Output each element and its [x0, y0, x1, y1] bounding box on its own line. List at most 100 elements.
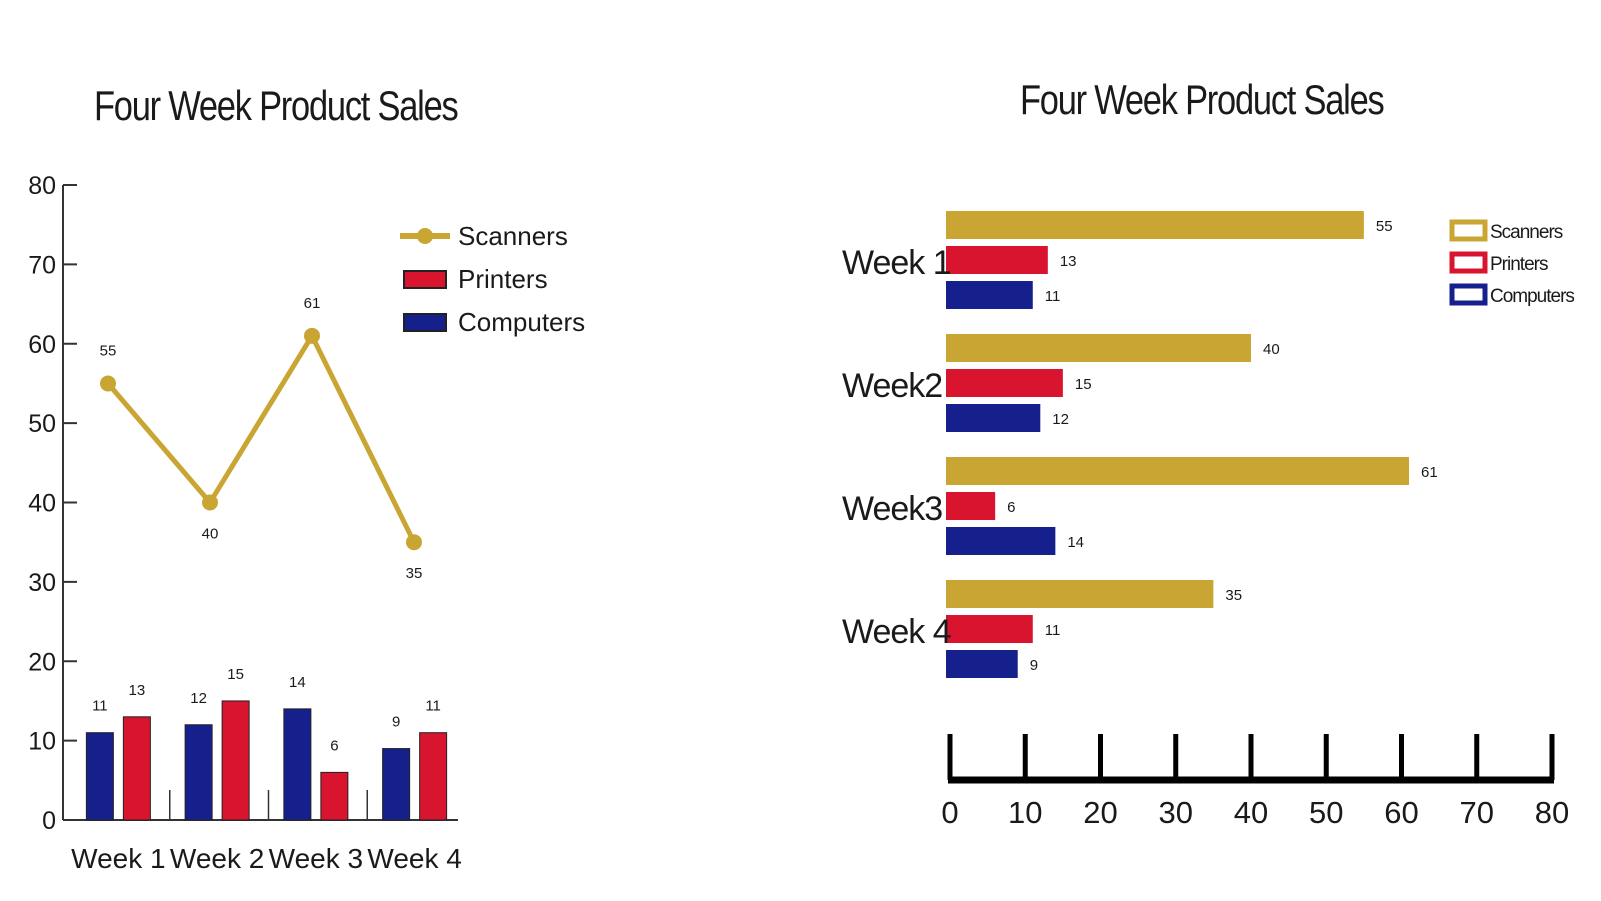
legend-computers-swatch	[1449, 283, 1488, 306]
printers-data-label: 6	[1007, 499, 1015, 516]
printers-data-label: 13	[129, 682, 146, 699]
left-legend: Scanners Printers Computers	[400, 221, 585, 337]
printers-bar	[122, 716, 151, 821]
right-x-tick-label: 80	[1535, 795, 1569, 830]
legend-printers-label: Printers	[1490, 254, 1548, 275]
scanners-data-label: 55	[1376, 218, 1393, 235]
left-y-tick-label: 20	[28, 648, 56, 676]
right-x-tick-label: 10	[1008, 795, 1042, 830]
right-chart-title: Four Week Product Sales	[1020, 76, 1385, 123]
printers-data-label: 15	[227, 666, 244, 683]
right-x-tick-label: 40	[1234, 795, 1268, 830]
right-category-label: Week 1	[842, 244, 951, 282]
computers-data-label: 9	[392, 714, 400, 731]
legend-scanners-swatch	[1449, 219, 1488, 242]
scanners-point	[100, 375, 116, 392]
printers-bar	[221, 700, 250, 821]
computers-data-label: 9	[1030, 657, 1038, 674]
computers-bar	[184, 724, 213, 821]
left-category-label: Week 3	[269, 843, 363, 874]
printers-data-label: 13	[1060, 253, 1077, 270]
right-x-tick-label: 30	[1159, 795, 1193, 830]
computers-hbar	[946, 404, 1041, 432]
printers-bar	[419, 732, 448, 821]
right-x-tick-label: 0	[941, 795, 958, 830]
printers-data-label: 15	[1075, 376, 1092, 393]
right-legend: Scanners Printers Computers	[1449, 219, 1575, 307]
computers-data-label: 14	[1067, 534, 1084, 551]
left-y-tick-label: 40	[28, 490, 56, 518]
printers-bar	[320, 771, 349, 821]
computers-hbar	[946, 650, 1018, 678]
printers-hbar	[946, 369, 1063, 397]
left-y-tick-label: 30	[28, 569, 56, 597]
legend-scanners-marker	[417, 228, 433, 244]
computers-data-label: 11	[92, 698, 108, 715]
right-x-tick-label: 50	[1309, 795, 1343, 830]
computers-bar	[85, 732, 114, 821]
printers-data-label: 6	[330, 737, 338, 754]
left-y-tick-label: 0	[42, 807, 56, 835]
right-x-tick-label: 20	[1083, 795, 1117, 830]
legend-scanners-label: Scanners	[1490, 222, 1563, 243]
scanners-point	[406, 534, 422, 551]
right-category-label: Week 4	[842, 613, 951, 651]
computers-bar	[382, 748, 411, 821]
computers-data-label: 14	[289, 674, 306, 691]
computers-data-label: 11	[1045, 288, 1061, 305]
left-y-tick-label: 10	[28, 728, 56, 756]
right-data-labels: 55 13 11 Week 1 40 15 12 Week2 61 6 14 Week3 35 11 9 We…	[842, 218, 1438, 674]
right-horizontal-bar-chart: 55 13 11 Week 1 40 15 12 Week2 61 6 14 Week3 35 11 9 We…	[842, 211, 1575, 830]
left-y-tick-label: 80	[28, 172, 56, 200]
right-category-label: Week3	[842, 490, 942, 528]
left-axes: 0 10 20 30 40 50 60 70 80 Week 1 Week 2 Week 3 Week …	[28, 172, 462, 874]
computers-bar	[283, 708, 312, 821]
left-line-bar-chart: 0 10 20 30 40 50 60 70 80 Week 1 Week 2 Week 3 Week …	[28, 172, 585, 874]
computers-data-label: 12	[190, 690, 207, 707]
left-data-labels: 11 13 12 15 14 6 9 11 55 40 61 35	[92, 295, 441, 755]
computers-data-label: 12	[1052, 411, 1069, 428]
right-x-tick-label: 70	[1460, 795, 1494, 830]
left-y-tick-label: 50	[28, 410, 56, 438]
scanners-line	[106, 333, 417, 544]
scanners-hbar	[946, 580, 1214, 608]
left-y-tick-label: 70	[28, 251, 56, 279]
computers-hbar	[946, 281, 1033, 309]
right-x-tick-label: 60	[1384, 795, 1418, 830]
printers-data-label: 11	[1045, 622, 1061, 639]
printers-hbar	[946, 492, 996, 520]
scanners-data-label: 61	[1421, 464, 1438, 481]
scanners-data-label: 35	[406, 565, 423, 582]
scanners-hbar	[946, 334, 1251, 362]
scanners-point	[304, 327, 320, 344]
printers-hbar	[946, 246, 1048, 274]
left-category-label: Week 4	[367, 843, 461, 874]
scanners-data-label: 40	[202, 526, 219, 543]
scanners-hbar	[946, 211, 1364, 239]
legend-computers-swatch	[403, 313, 447, 332]
legend-computers-label: Computers	[458, 307, 585, 337]
left-y-tick-label: 60	[28, 331, 56, 359]
legend-computers-label: Computers	[1490, 286, 1574, 307]
printers-hbar	[946, 615, 1033, 643]
legend-printers-label: Printers	[458, 264, 548, 294]
left-scanner-line	[100, 327, 422, 551]
scanners-data-label: 35	[1225, 587, 1242, 604]
left-bars	[85, 700, 448, 821]
scanners-hbar	[946, 457, 1410, 485]
left-chart-title: Four Week Product Sales	[94, 82, 459, 129]
right-category-label: Week2	[842, 367, 942, 405]
legend-scanners-label: Scanners	[458, 221, 568, 251]
scanners-point	[202, 494, 218, 511]
scanners-data-label: 61	[304, 295, 321, 312]
scanners-data-label: 55	[100, 342, 117, 359]
right-axes: 0 10 20 30 40 50 60 70 80	[941, 734, 1569, 830]
left-category-label: Week 1	[71, 843, 165, 874]
computers-hbar	[946, 527, 1056, 555]
legend-printers-swatch	[1449, 251, 1488, 274]
right-bars	[946, 211, 1410, 678]
printers-data-label: 11	[425, 698, 441, 715]
legend-printers-swatch	[403, 270, 447, 289]
left-category-label: Week 2	[170, 843, 264, 874]
scanners-data-label: 40	[1263, 341, 1280, 358]
